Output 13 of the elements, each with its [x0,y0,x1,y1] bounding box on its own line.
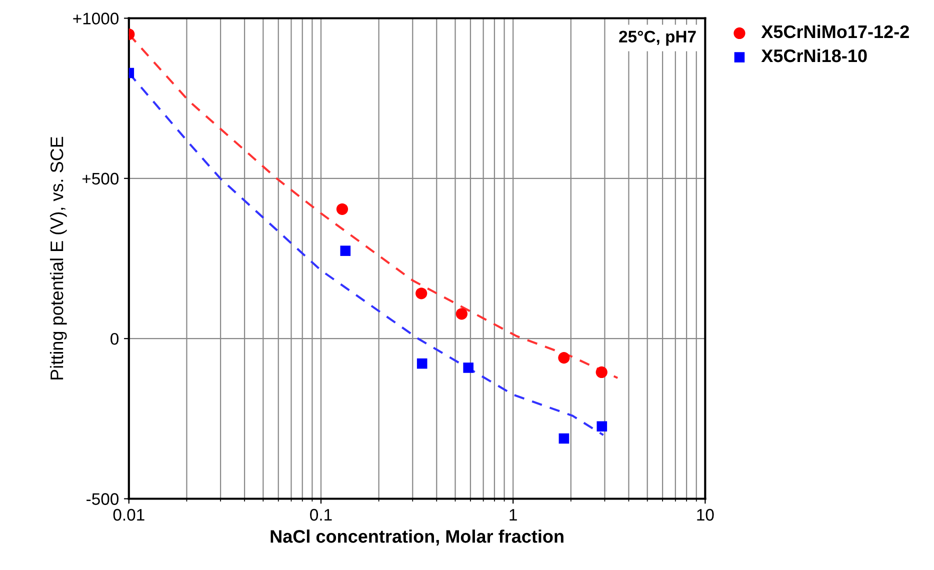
annotation: 25°C, pH7 [619,30,696,46]
x-axis-title: NaCl concentration, Molar fraction [270,530,564,546]
x-tick-label: 0.01 [113,508,144,521]
legend-label: X5CrNi18-10 [761,48,867,62]
y-tick-label: -500 [86,493,119,505]
y-axis-title: Pitting potential E (V), vs. SCE [50,136,67,380]
legend-label: X5CrNiMo17-12-2 [761,24,909,38]
y-tick-label: +1000 [73,12,119,24]
y-tick-label: +500 [82,172,119,185]
y-tick-label: 0 [110,332,119,345]
x-tick-label: 1 [510,509,517,521]
x-tick-label: 10 [697,508,714,521]
x-tick-label: 0.1 [310,508,332,521]
